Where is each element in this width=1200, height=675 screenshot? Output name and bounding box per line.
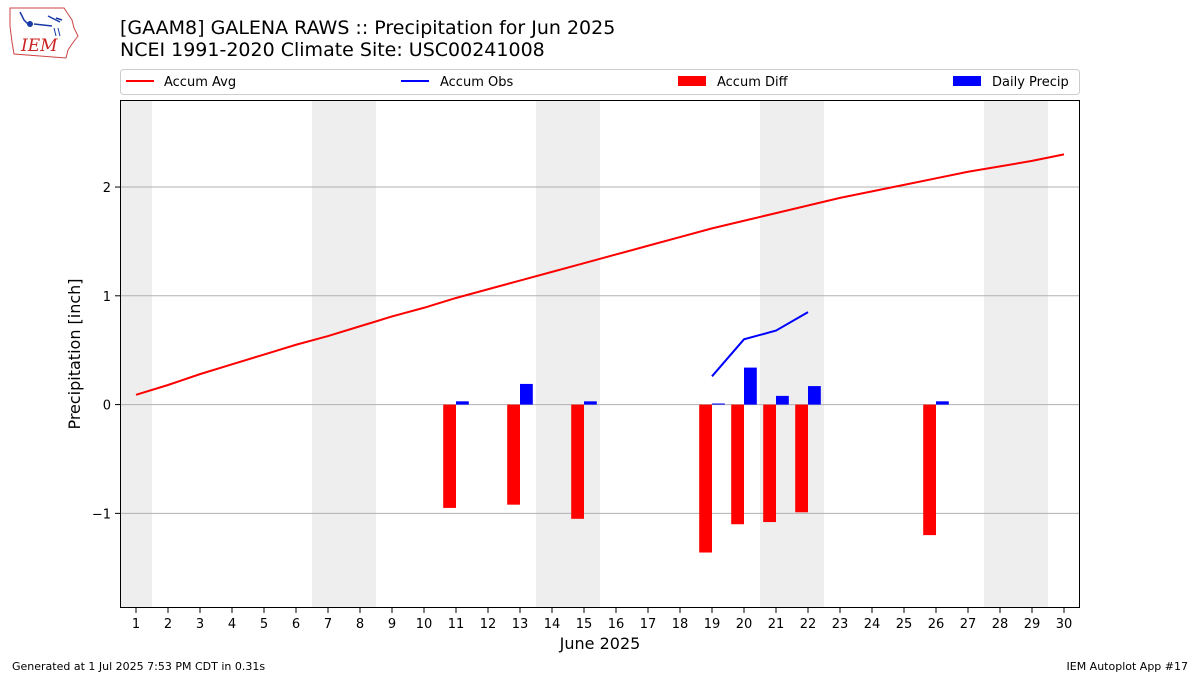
y-axis-label: Precipitation [inch] xyxy=(65,278,84,429)
x-tick-label-22: 22 xyxy=(800,617,817,632)
daily-precip-bar-day-15 xyxy=(584,401,597,405)
legend-accum-obs: Accum Obs xyxy=(440,75,513,90)
x-tick-label-9: 9 xyxy=(388,617,396,632)
y-tick-label-2: 2 xyxy=(103,181,111,196)
x-tick-label-19: 19 xyxy=(704,617,721,632)
accum-diff-bar-day-22 xyxy=(795,404,808,513)
x-tick-label-30: 30 xyxy=(1056,617,1073,632)
legend-box xyxy=(120,69,1080,95)
daily-precip-bar-day-13 xyxy=(520,383,533,405)
y-tick-label-1: 1 xyxy=(103,290,111,305)
footer-generated: Generated at 1 Jul 2025 7:53 PM CDT in 0… xyxy=(12,660,266,673)
x-tick-label-25: 25 xyxy=(896,617,913,632)
y-axis-ticks: −1 0 1 2 xyxy=(92,181,120,522)
x-tick-label-4: 4 xyxy=(228,617,236,632)
weekend-shade-day-22 xyxy=(792,100,824,608)
x-axis-ticks: 1 2 3 4 5 6 7 8 9 10 11 12 13 14 15 16 17 18 19 20 21 22 23 24 2… xyxy=(132,608,1072,632)
legend: Accum Avg Accum Obs Accum Diff Daily Pre… xyxy=(120,69,1080,95)
x-tick-label-26: 26 xyxy=(928,617,945,632)
x-tick-label-7: 7 xyxy=(324,617,332,632)
weekend-shade-day-15 xyxy=(568,100,600,608)
y-tick-label-0: 0 xyxy=(103,399,111,414)
accum-diff-bar-day-15 xyxy=(571,404,584,519)
x-tick-label-28: 28 xyxy=(992,617,1009,632)
x-tick-label-18: 18 xyxy=(672,617,689,632)
accum-diff-bar-day-20 xyxy=(731,404,744,525)
daily-precip-bar-day-20 xyxy=(744,367,757,405)
weekend-shade-day-8 xyxy=(344,100,376,608)
weekend-shading xyxy=(120,100,1048,608)
accum-diff-bars xyxy=(443,404,936,553)
weekend-shade-day-7 xyxy=(312,100,344,608)
x-tick-label-21: 21 xyxy=(768,617,785,632)
footer-app: IEM Autoplot App #17 xyxy=(1066,660,1189,673)
daily-precip-bar-day-22 xyxy=(808,386,821,405)
x-tick-label-1: 1 xyxy=(132,617,140,632)
weekend-shade-day-29 xyxy=(1016,100,1048,608)
logo-text: IEM xyxy=(20,36,58,56)
y-tick-label--1: −1 xyxy=(92,507,111,522)
daily-precip-bar-day-11 xyxy=(456,401,469,405)
x-tick-label-29: 29 xyxy=(1024,617,1041,632)
x-tick-label-24: 24 xyxy=(864,617,881,632)
legend-accum-diff: Accum Diff xyxy=(717,75,789,90)
x-tick-label-15: 15 xyxy=(576,617,593,632)
x-tick-label-20: 20 xyxy=(736,617,753,632)
x-tick-label-12: 12 xyxy=(480,617,497,632)
x-tick-label-13: 13 xyxy=(512,617,529,632)
accum-diff-bar-day-26 xyxy=(923,404,936,536)
x-tick-label-14: 14 xyxy=(544,617,561,632)
x-tick-label-23: 23 xyxy=(832,617,849,632)
x-tick-label-11: 11 xyxy=(448,617,465,632)
weekend-shade-day-14 xyxy=(536,100,568,608)
x-tick-label-3: 3 xyxy=(196,617,204,632)
accum-lines xyxy=(135,153,1065,396)
x-tick-label-6: 6 xyxy=(292,617,300,632)
daily-precip-bar-day-26 xyxy=(936,401,949,405)
x-axis-label: June 2025 xyxy=(559,634,641,653)
accum-avg-line xyxy=(135,153,1065,396)
x-tick-label-27: 27 xyxy=(960,617,977,632)
daily-precip-bar-day-21 xyxy=(776,395,789,405)
accum-diff-bar-day-11 xyxy=(443,404,456,508)
weekend-shade-day-28 xyxy=(984,100,1016,608)
legend-accum-avg: Accum Avg xyxy=(164,75,236,90)
x-tick-label-10: 10 xyxy=(416,617,433,632)
legend-accum-diff-swatch xyxy=(678,76,706,86)
x-tick-label-16: 16 xyxy=(608,617,625,632)
iem-logo: IEM xyxy=(8,6,80,60)
x-tick-label-17: 17 xyxy=(640,617,657,632)
plot-frame xyxy=(120,100,1080,608)
daily-precip-bar-day-19 xyxy=(712,403,725,405)
chart-title: [GAAM8] GALENA RAWS :: Precipitation for… xyxy=(120,17,616,39)
legend-daily-precip: Daily Precip xyxy=(992,75,1069,90)
weekend-shade-day-1 xyxy=(120,100,152,608)
x-tick-label-2: 2 xyxy=(164,617,172,632)
legend-daily-precip-swatch xyxy=(953,76,981,86)
accum-diff-bar-day-13 xyxy=(507,404,520,505)
x-tick-label-8: 8 xyxy=(356,617,364,632)
accum-obs-line xyxy=(711,311,809,377)
accum-diff-bar-day-19 xyxy=(699,404,712,553)
weekend-shade-day-21 xyxy=(760,100,792,608)
daily-precip-bars xyxy=(456,367,949,405)
x-tick-label-5: 5 xyxy=(260,617,268,632)
chart-subtitle: NCEI 1991-2020 Climate Site: USC00241008 xyxy=(120,39,545,61)
accum-diff-bar-day-21 xyxy=(763,404,776,523)
grid-lines xyxy=(120,186,1080,514)
